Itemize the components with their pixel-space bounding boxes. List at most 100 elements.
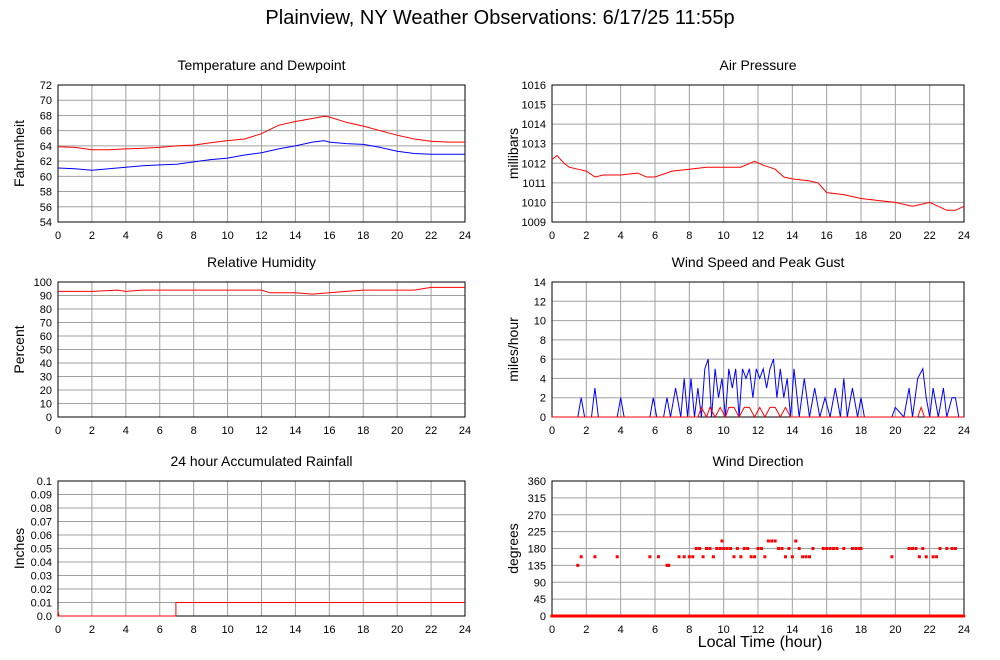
x-tick-label: 20 <box>391 230 403 242</box>
data-point <box>610 614 614 618</box>
data-point <box>841 614 845 618</box>
data-point <box>931 614 935 618</box>
data-point <box>790 614 794 618</box>
x-tick-label: 6 <box>157 425 163 437</box>
data-point <box>691 555 695 559</box>
y-tick-label: 45 <box>534 594 546 606</box>
data-point <box>767 614 771 618</box>
y-tick-label: 58 <box>40 187 52 199</box>
data-point <box>945 547 949 550</box>
data-point <box>814 614 818 618</box>
data-point <box>901 614 905 618</box>
data-point <box>911 547 914 550</box>
y-tick-label: 4 <box>540 373 546 385</box>
x-tick-label: 6 <box>157 624 163 636</box>
data-point <box>911 614 915 618</box>
data-point <box>597 614 601 618</box>
data-point <box>914 614 918 618</box>
chart-title: Air Pressure <box>719 57 796 73</box>
data-point <box>790 555 794 559</box>
chart-title: 24 hour Accumulated Rainfall <box>170 453 352 469</box>
x-tick-label: 20 <box>889 425 901 437</box>
data-point <box>869 614 873 618</box>
data-point <box>578 614 582 618</box>
data-point <box>616 614 620 618</box>
data-point <box>701 614 705 618</box>
data-point <box>705 547 708 550</box>
data-point <box>758 614 762 618</box>
x-tick-label: 0 <box>549 624 555 636</box>
x-tick-label: 10 <box>718 230 730 242</box>
data-point <box>709 614 713 618</box>
data-point <box>820 614 824 618</box>
data-point <box>771 614 775 618</box>
y-tick-label: 0.0 <box>37 611 52 623</box>
data-point <box>837 614 841 618</box>
data-point <box>937 614 941 618</box>
x-tick-label: 0 <box>55 230 61 242</box>
data-point <box>935 555 939 559</box>
x-tick-label: 12 <box>255 230 267 242</box>
data-point <box>690 614 694 618</box>
data-point <box>707 614 711 618</box>
x-tick-label: 24 <box>459 230 471 242</box>
data-point <box>858 614 862 618</box>
data-point <box>890 555 894 559</box>
data-point <box>812 614 816 618</box>
data-point <box>832 547 836 550</box>
data-point <box>584 614 588 618</box>
y-tick-label: 20 <box>40 385 52 397</box>
y-tick-label: 14 <box>534 277 546 289</box>
data-point <box>748 614 752 618</box>
data-point <box>687 555 691 559</box>
data-point <box>931 555 935 559</box>
data-point <box>739 555 743 559</box>
y-tick-label: 2 <box>540 393 546 405</box>
data-point <box>783 555 787 559</box>
x-tick-label: 8 <box>686 624 692 636</box>
data-point <box>797 547 801 550</box>
series-0 <box>550 539 966 618</box>
data-point <box>618 614 622 618</box>
y-tick-label: 0.1 <box>37 476 52 488</box>
y-tick-label: 0 <box>540 611 546 623</box>
data-point <box>824 614 828 618</box>
data-point <box>715 547 719 550</box>
data-point <box>724 614 728 618</box>
data-point <box>943 614 947 618</box>
y-tick-label: 135 <box>528 560 546 572</box>
y-tick-label: 1013 <box>522 139 546 151</box>
data-point <box>678 614 682 618</box>
data-point <box>845 614 849 618</box>
y-tick-label: 0.04 <box>31 557 52 569</box>
data-point <box>603 614 607 618</box>
y-tick-label: 1011 <box>522 178 546 190</box>
data-point <box>558 614 562 618</box>
data-point <box>801 555 805 559</box>
data-point <box>605 614 609 618</box>
x-tick-label: 8 <box>191 624 197 636</box>
data-point <box>924 555 928 559</box>
data-point <box>746 614 750 618</box>
data-point <box>701 555 705 559</box>
data-point <box>759 547 763 550</box>
data-point <box>729 547 733 550</box>
y-tick-label: 54 <box>40 217 52 229</box>
y-tick-label: 30 <box>40 372 52 384</box>
data-point <box>656 555 660 559</box>
data-point <box>777 547 781 550</box>
data-point <box>682 555 686 559</box>
data-point <box>958 614 962 618</box>
y-tick-label: 0.09 <box>31 490 52 502</box>
x-tick-label: 20 <box>889 230 901 242</box>
data-point <box>778 614 782 618</box>
data-point <box>763 555 767 559</box>
y-tick-label: 0.08 <box>31 503 52 515</box>
data-point <box>722 614 726 618</box>
data-point <box>918 614 922 618</box>
data-point <box>850 614 854 618</box>
x-tick-label: 4 <box>618 624 624 636</box>
data-point <box>784 614 788 618</box>
data-point <box>675 614 679 618</box>
